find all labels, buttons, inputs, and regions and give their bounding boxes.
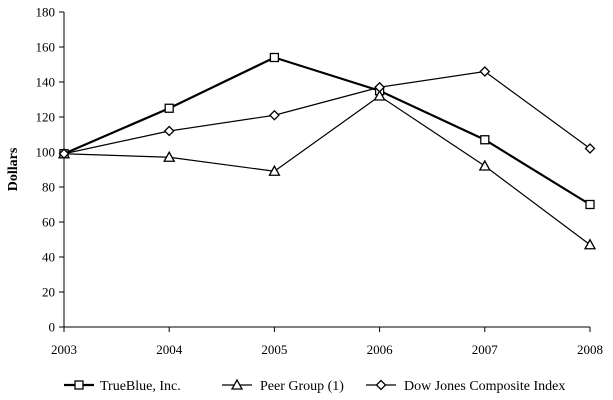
axes [63, 12, 590, 328]
x-tick-label: 2003 [51, 342, 77, 357]
data-point-trueblue-inc [164, 103, 174, 113]
y-tick-label: 40 [42, 250, 55, 265]
legend-label-dow-jones-composite-index: Dow Jones Composite Index [404, 379, 565, 394]
x-tick-label: 2005 [261, 342, 287, 357]
legend-marker-trueblue-inc [74, 380, 84, 390]
y-tick-label: 100 [36, 145, 56, 160]
y-tick-label: 80 [42, 180, 55, 195]
data-point-trueblue-inc [480, 135, 490, 145]
legend-label-trueblue-inc: TrueBlue, Inc. [100, 379, 181, 394]
data-point-peer-group-1 [268, 164, 281, 176]
series-trueblue-inc [59, 52, 595, 210]
x-tick-label: 2004 [156, 342, 183, 357]
data-point-peer-group-1 [583, 238, 597, 250]
data-point-dow-jones-composite-index [584, 143, 596, 154]
legend-label-peer-group-1: Peer Group (1) [260, 379, 344, 394]
legend-marker-dow-jones-composite-index [375, 379, 387, 391]
x-tick-label: 2007 [472, 342, 499, 357]
data-point-dow-jones-composite-index [479, 66, 491, 77]
data-point-peer-group-1 [163, 150, 176, 162]
y-tick-label: 60 [42, 215, 55, 230]
data-point-peer-group-1 [478, 159, 491, 171]
data-point-dow-jones-composite-index [58, 148, 70, 160]
x-axis-ticks: 2003 2004 2005 2006 2007 2008 [51, 327, 603, 357]
legend-marker-peer-group-1 [230, 378, 244, 390]
data-point-trueblue-inc [269, 52, 280, 63]
y-tick-label: 120 [36, 110, 56, 125]
y-tick-label: 20 [42, 285, 55, 300]
data-point-dow-jones-composite-index [374, 81, 386, 93]
y-axis-title: Dollars [6, 147, 21, 191]
y-tick-label: 140 [36, 75, 56, 90]
series-line-dow-jones-composite-index [63, 70, 591, 155]
legend-item-peer-group-1: Peer Group (1) [222, 378, 344, 394]
legend: TrueBlue, Inc. Peer Group (1) Dow Jones Co… [64, 378, 565, 394]
y-tick-label: 0 [49, 320, 56, 335]
series-line-peer-group-1 [63, 95, 591, 246]
data-point-dow-jones-composite-index [268, 109, 280, 121]
legend-item-trueblue-inc: TrueBlue, Inc. [64, 379, 181, 394]
series-dow-jones-composite-index [58, 66, 596, 160]
series-group [57, 52, 597, 250]
y-tick-label: 160 [36, 40, 56, 55]
data-point-peer-group-1 [373, 89, 386, 101]
x-tick-label: 2008 [577, 342, 603, 357]
series-line-trueblue-inc [63, 56, 591, 206]
legend-item-dow-jones-composite-index: Dow Jones Composite Index [366, 379, 565, 394]
series-peer-group-1 [57, 89, 597, 250]
data-point-trueblue-inc [585, 199, 595, 210]
y-tick-label: 180 [36, 5, 56, 20]
x-tick-label: 2006 [367, 342, 394, 357]
y-axis-ticks: 0 20 40 60 80 100 120 140 160 180 [36, 5, 64, 335]
data-point-dow-jones-composite-index [163, 125, 175, 137]
